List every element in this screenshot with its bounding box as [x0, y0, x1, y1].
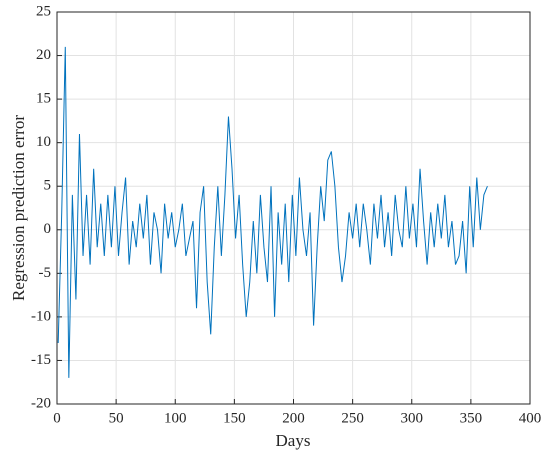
y-tick-label: 15 [36, 91, 51, 107]
x-tick-label: 150 [223, 410, 246, 426]
x-tick-label: 50 [109, 410, 124, 426]
y-tick-label: -10 [31, 308, 51, 324]
x-tick-label: 0 [53, 410, 61, 426]
y-tick-label: 5 [44, 178, 52, 194]
y-tick-label: 20 [36, 47, 51, 63]
x-tick-label: 350 [460, 410, 483, 426]
plot-frame [56, 11, 531, 405]
y-tick-label: -5 [39, 265, 52, 281]
x-axis-label: Days [276, 431, 311, 450]
x-tick-label: 250 [341, 410, 364, 426]
x-tick-label: 100 [164, 410, 187, 426]
x-tick-label: 300 [401, 410, 424, 426]
x-tick-label: 400 [519, 410, 542, 426]
y-tick-label: 0 [44, 221, 52, 237]
x-tick-label: 200 [282, 410, 305, 426]
y-tick-label: 10 [36, 134, 51, 150]
y-tick-label: -20 [31, 395, 51, 411]
y-tick-label: -15 [31, 352, 51, 368]
data-line [57, 46, 488, 378]
y-axis-label: Regression prediction error [9, 115, 28, 301]
y-tick-label: 25 [36, 3, 51, 19]
